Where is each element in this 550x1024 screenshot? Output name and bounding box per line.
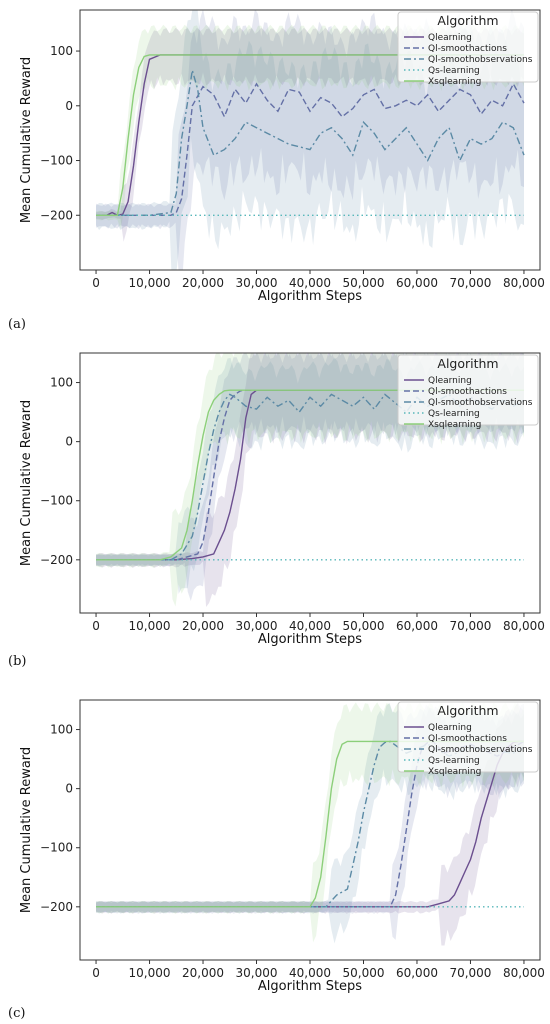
legend-entry: Ql-smoothobservations [428, 398, 533, 408]
series-line-ql-smoothactions [96, 389, 524, 561]
series-line-xsqlearning [96, 740, 524, 908]
x-tick-label: 50,000 [342, 966, 384, 980]
x-tick-label: 0 [92, 619, 100, 633]
y-tick-label: 0 [65, 782, 73, 796]
y-tick-label: 100 [50, 44, 73, 58]
panel-label: (b) [8, 654, 26, 669]
x-axis-label: Algorithm Steps [258, 979, 362, 994]
y-axis-label: Mean Cumulative Reward [19, 57, 34, 223]
y-tick-label: −100 [40, 841, 73, 855]
panel-label: (a) [8, 317, 26, 332]
x-tick-label: 50,000 [342, 276, 384, 290]
legend-entry: Qlearning [428, 723, 472, 733]
x-tick-label: 70,000 [449, 966, 491, 980]
x-tick-label: 10,000 [129, 619, 171, 633]
x-tick-label: 0 [92, 276, 100, 290]
x-tick-label: 10,000 [129, 966, 171, 980]
x-tick-label: 30,000 [236, 966, 278, 980]
legend-entry: Xsqlearning [428, 77, 481, 87]
legend-entry: Ql-smoothobservations [428, 745, 533, 755]
x-tick-label: 70,000 [449, 276, 491, 290]
y-axis-label: Mean Cumulative Reward [19, 400, 34, 566]
legend-entry: Xsqlearning [428, 767, 481, 777]
y-axis-label: Mean Cumulative Reward [19, 747, 34, 913]
legend-entry: Qs-learning [428, 409, 480, 419]
legend-box [397, 11, 539, 83]
y-tick-label: −200 [40, 553, 73, 567]
legend: Algorithm QlearningQl-smoothactionsQl-smo… [397, 354, 539, 430]
y-tick-label: −200 [40, 900, 73, 914]
x-axis-label: Algorithm Steps [258, 289, 362, 304]
series-line-qlearning [96, 389, 524, 561]
x-tick-label: 10,000 [129, 276, 171, 290]
legend-box [397, 701, 539, 773]
x-tick-label: 80,000 [503, 276, 545, 290]
legend-title: Algorithm [437, 13, 498, 28]
y-tick-label: −200 [40, 208, 73, 222]
series-line-ql-smoothobservations [96, 70, 525, 217]
x-tick-label: 30,000 [236, 619, 278, 633]
x-tick-label: 60,000 [396, 276, 438, 290]
chart-panel-0: 0 10,000 20,000 30,000 40,000 50,000 60,000 70,… [8, 9, 545, 332]
legend-entry: Qs-learning [428, 66, 480, 76]
x-tick-label: 60,000 [396, 619, 438, 633]
series-line-qlearning [96, 54, 524, 217]
legend-box [397, 354, 539, 426]
legend-title: Algorithm [437, 703, 498, 718]
y-tick-label: −100 [40, 494, 73, 508]
chart-panel-2: 0 10,000 20,000 30,000 40,000 50,000 60,000 70,… [8, 699, 545, 1021]
x-tick-label: 50,000 [342, 619, 384, 633]
y-tick-label: 100 [50, 723, 73, 737]
legend-entry: Ql-smoothactions [428, 44, 507, 54]
y-tick-label: 0 [65, 99, 73, 113]
panel-label: (c) [8, 1006, 25, 1021]
legend-title: Algorithm [437, 356, 498, 371]
x-tick-label: 0 [92, 966, 100, 980]
y-tick-label: −100 [40, 154, 73, 168]
x-tick-label: 40,000 [289, 619, 331, 633]
legend-entry: Xsqlearning [428, 420, 481, 430]
y-tick-label: 0 [65, 435, 73, 449]
x-tick-label: 80,000 [503, 619, 545, 633]
x-tick-label: 40,000 [289, 966, 331, 980]
x-axis-label: Algorithm Steps [258, 632, 362, 647]
x-tick-label: 40,000 [289, 276, 331, 290]
legend-entry: Ql-smoothobservations [428, 55, 533, 65]
x-tick-label: 80,000 [503, 966, 545, 980]
legend-entry: Ql-smoothactions [428, 387, 507, 397]
x-tick-label: 20,000 [182, 619, 224, 633]
x-tick-label: 20,000 [182, 966, 224, 980]
series-line-xsqlearning [96, 54, 524, 217]
legend-entry: Ql-smoothactions [428, 734, 507, 744]
x-tick-label: 30,000 [236, 276, 278, 290]
y-tick-label: 100 [50, 376, 73, 390]
legend: Algorithm QlearningQl-smoothactionsQl-smo… [397, 701, 539, 777]
legend-entry: Qs-learning [428, 756, 480, 766]
x-tick-label: 60,000 [396, 966, 438, 980]
x-tick-label: 20,000 [182, 276, 224, 290]
x-tick-label: 70,000 [449, 619, 491, 633]
chart-panel-1: 0 10,000 20,000 30,000 40,000 50,000 60,000 70,… [8, 352, 545, 669]
series-line-ql-smoothactions [96, 82, 525, 217]
series-line-xsqlearning [96, 389, 524, 561]
legend-entry: Qlearning [428, 376, 472, 386]
legend: Algorithm QlearningQl-smoothactionsQl-smo… [397, 11, 539, 87]
legend-entry: Qlearning [428, 33, 472, 43]
